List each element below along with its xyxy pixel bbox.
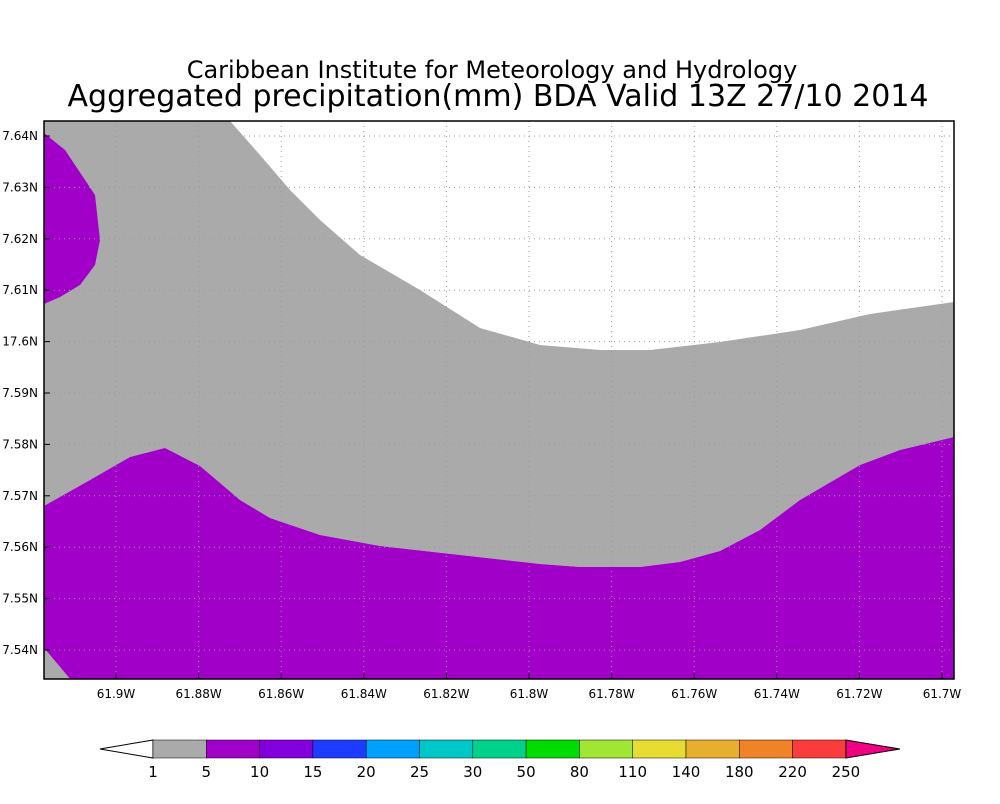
colorbar-label: 110: [618, 763, 647, 781]
y-tick-label: 7.58N: [2, 437, 38, 451]
x-tick-label: 61.76W: [671, 687, 717, 701]
y-tick-label: 7.54N: [2, 643, 38, 657]
colorbar-swatch: [152, 739, 207, 759]
colorbar-label: 20: [357, 763, 376, 781]
colorbar-label: 15: [303, 763, 322, 781]
colorbar-swatch: [206, 739, 260, 759]
colorbar-swatch: [685, 739, 740, 759]
colorbar-swatch: [579, 739, 633, 759]
x-tick-label: 61.88W: [175, 687, 221, 701]
y-tick-label: 17.6N: [2, 335, 38, 349]
x-tick-label: 61.84W: [341, 687, 387, 701]
x-tick-label: 61.74W: [754, 687, 800, 701]
purple-region: [44, 437, 954, 679]
x-tick-label: 61.86W: [258, 687, 304, 701]
colorbar-swatch: [312, 739, 367, 759]
y-tick-label: 7.57N: [2, 489, 38, 503]
colorbar-swatch: [365, 739, 420, 759]
colorbar-swatch: [419, 739, 474, 759]
y-tick-label: 7.59N: [2, 386, 38, 400]
colorbar-swatch: [259, 739, 314, 759]
colorbar-label: 220: [778, 763, 807, 781]
colorbar: 1 5 10 15 20 25 30 50 80 110 140 180 220 250: [99, 739, 900, 781]
x-tick-label: 61.82W: [423, 687, 469, 701]
colorbar-label: 30: [463, 763, 482, 781]
colorbar-label: 250: [832, 763, 861, 781]
subtitle: Aggregated precipitation(mm) BDA Valid 1…: [68, 79, 929, 114]
y-tick-label: 7.63N: [2, 180, 38, 194]
purple-region: [44, 133, 100, 304]
grid: [44, 121, 954, 679]
y-tick-label: 7.55N: [2, 592, 38, 606]
colorbar-label: 1: [148, 763, 158, 781]
x-tick-label: 61.9W: [97, 687, 136, 701]
colorbar-label: 50: [517, 763, 536, 781]
colorbar-end: [99, 739, 154, 759]
axis-labels: 61.9W 61.88W 61.86W 61.84W 61.82W 61.8W 61.78W…: [2, 129, 961, 701]
colorbar-swatch: [525, 739, 580, 759]
colorbar-label: 140: [672, 763, 701, 781]
contour-field: [44, 121, 954, 679]
colorbar-label: 180: [725, 763, 754, 781]
gray-region: [44, 121, 954, 567]
colorbar-label: 10: [250, 763, 269, 781]
colorbar-label: 80: [570, 763, 589, 781]
colorbar-label: 25: [410, 763, 429, 781]
gray-region: [44, 648, 70, 679]
colorbar-swatch: [632, 739, 687, 759]
y-tick-label: 7.62N: [2, 232, 38, 246]
x-tick-label: 61.8W: [510, 687, 549, 701]
x-tick-label: 61.72W: [836, 687, 882, 701]
colorbar-label: 5: [202, 763, 212, 781]
colorbar-swatch: [792, 739, 847, 759]
colorbar-end: [845, 739, 900, 759]
x-tick-label: 61.78W: [588, 687, 634, 701]
y-tick-label: 7.64N: [2, 129, 38, 143]
x-tick-label: 61.7W: [923, 687, 962, 701]
y-tick-label: 7.56N: [2, 540, 38, 554]
y-tick-label: 7.61N: [2, 283, 38, 297]
map-frame: [43, 120, 955, 680]
title: Caribbean Institute for Meteorology and …: [187, 56, 798, 84]
colorbar-swatch: [739, 739, 793, 759]
colorbar-swatch: [472, 739, 527, 759]
